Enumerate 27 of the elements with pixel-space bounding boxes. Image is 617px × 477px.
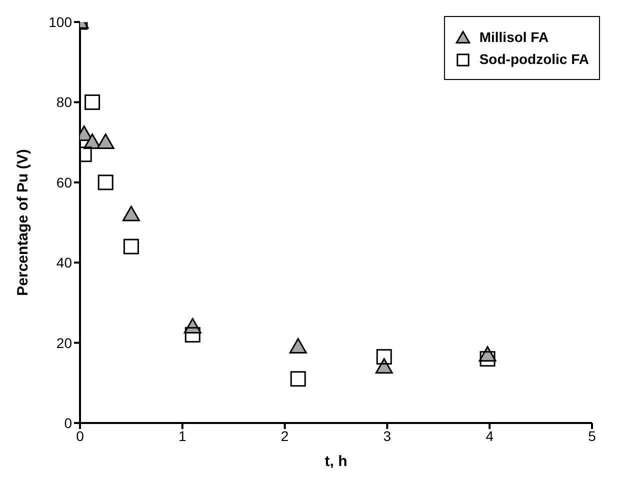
point xyxy=(184,327,200,343)
y-tick-label: 40 xyxy=(56,254,72,271)
point xyxy=(376,349,392,365)
legend-label: Millisol FA xyxy=(479,29,549,45)
point xyxy=(290,371,306,387)
point xyxy=(98,174,114,190)
point xyxy=(96,134,114,150)
x-axis-title: t, h xyxy=(324,453,348,470)
point xyxy=(375,358,393,374)
y-tick-label: 0 xyxy=(64,414,72,431)
point xyxy=(123,238,139,254)
y-tick-label: 80 xyxy=(56,94,72,110)
x-tick-label: 4 xyxy=(486,428,494,444)
x-tick-label: 2 xyxy=(280,428,289,444)
point xyxy=(289,338,307,354)
y-tick-label: 20 xyxy=(56,334,72,351)
point xyxy=(480,351,496,367)
y-tick-label: 100 xyxy=(48,14,72,30)
x-tick-label: 5 xyxy=(588,428,596,444)
x-tick-label: 0 xyxy=(76,428,84,444)
y-axis-title: Percentage of Pu (V) xyxy=(14,149,32,296)
legend-label: Sod-podzolic FA xyxy=(479,51,589,67)
point xyxy=(84,94,100,110)
x-tick-label: 3 xyxy=(383,428,392,444)
point xyxy=(122,206,140,222)
y-tick-label: 60 xyxy=(56,174,72,190)
x-tick-label: 1 xyxy=(178,428,186,444)
